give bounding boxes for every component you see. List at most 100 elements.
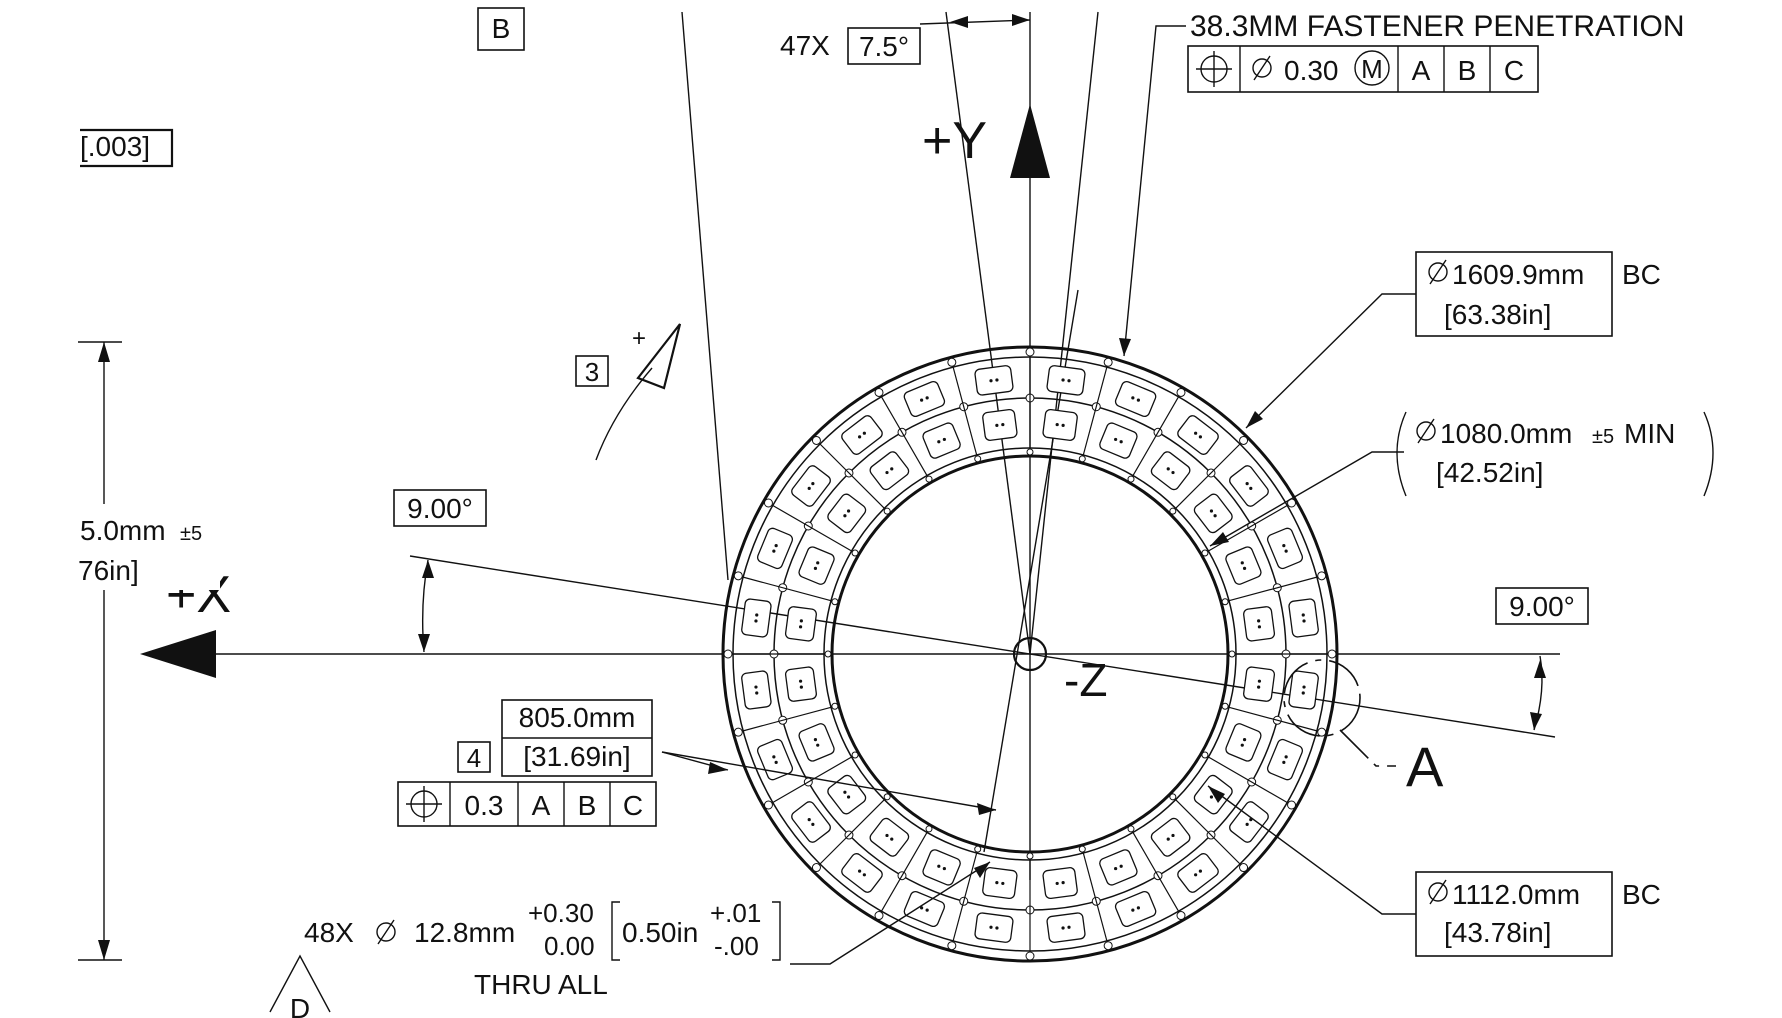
detail-a-label: A [1406,735,1444,798]
ring-inner-hole [851,751,859,759]
rotated-centerline [409,555,1556,738]
ring-tile-dot [1194,873,1198,877]
leftnote-box [80,128,174,168]
holes-tol-up: +0.30 [528,898,594,928]
ring-outer-tile [791,801,831,843]
ring-tile-dot [1166,467,1170,471]
ring-inner-hole [831,702,839,710]
d1080-arrow [1210,532,1229,546]
ring-outer-hole [874,911,884,921]
ring-rib [1175,443,1241,509]
ring-outer-hole [1103,357,1113,367]
ring-tile-dot [1061,423,1065,427]
ring-tile-dot [1301,613,1305,617]
angle-left-box [393,489,487,527]
bc2-leader [1207,785,1416,915]
ring-inner-tile [1225,723,1262,762]
ring-tile-dot [816,743,820,747]
ring-tile-dot [942,437,946,442]
dim805-line [661,751,997,811]
d1080-in: [42.52in] [1436,457,1543,488]
bc1-arrow [1246,411,1263,428]
datum-b-label: B [492,13,511,44]
ring-tile-dot [937,440,941,444]
ring-outer-tile [741,670,772,710]
ring-inner-tile [1150,451,1191,491]
ring-tile-dot [843,514,847,518]
fastener-fcf-b: B [1458,55,1477,86]
ring-tile-dot [890,837,894,841]
spoke-line-1 [681,11,729,581]
ring-tile-dot [1209,509,1214,513]
plus-sign-icon: + [632,325,646,352]
flag3-box [575,355,609,387]
ring-rib [1082,852,1108,942]
ring-tile-dot [1067,379,1071,383]
diameter-icon [1416,418,1436,444]
holes-itol-up: +.01 [710,898,761,928]
ring-tile-dot [1055,881,1059,886]
ring-tile-dot [1213,514,1217,518]
ring-tile-dot [755,613,759,617]
ring-inner-hole [1221,598,1229,606]
holes-itol-dn: -.00 [714,931,759,961]
ring-tile-dot [858,869,862,873]
ring-rib [1175,799,1241,865]
ring-inner-hole [1127,475,1135,483]
angle47-count: 47X [780,30,830,61]
fcf2: 0.3 A B C [397,781,657,827]
left-dim-tol: ±5 [180,523,202,545]
holes-bracket-right [772,901,781,961]
ring-tile-dot [1114,437,1118,442]
ring-outer-tile [1229,465,1269,507]
ring-outer-tile [1046,365,1086,396]
ring-tile-dot [798,679,803,683]
plus-x-arrowhead [140,630,216,678]
d1080-tol: ±5 [1592,426,1614,448]
ring-tile-dot [774,760,778,764]
ring-rib [1228,576,1318,602]
minus-z-label: -Z [1064,654,1107,706]
ring-inner-tile [798,723,835,762]
ring-outer-hole [763,498,773,508]
ring-tile-dot [989,925,993,929]
ring-tile-dot [807,818,811,822]
ring-tile-dot [858,435,862,439]
ring-rib [952,852,978,942]
position-icon [1196,51,1232,87]
angle47-value: 7.5° [859,31,909,62]
ring-tile-dot [1257,685,1261,689]
diameter-icon [376,919,396,945]
ring-tile-dot [1136,906,1140,910]
ring-tile-dot [1245,482,1249,486]
holes-thru: THRU ALL [474,969,608,1000]
ring-inner-hole [1169,507,1177,515]
rotation-arrow-line [595,367,653,461]
ring-inner-hole [1201,751,1209,759]
ring-outer-hole [763,800,773,810]
dim805-arrow-left [708,762,728,774]
ring-inner-tile [1225,546,1262,585]
ring-inner-tile [1099,422,1138,459]
ring-tile-dot [813,738,818,742]
ring-inner-hole [974,845,982,853]
ring-inner-tile [982,408,1018,441]
ring-tile-dot [843,790,847,794]
ring-outer-tile [974,912,1014,943]
bc2-mm: 1112.0mm [1452,879,1580,910]
left-dim-mask [70,504,220,590]
ring-tile-dot [995,926,999,930]
ring-inner-hole [883,507,891,515]
ring-rib [880,396,928,476]
ring-rib [1132,396,1180,476]
ring-inner-hole [925,475,933,483]
ring-inner-tile [869,451,910,491]
holes-tol-dn: 0.00 [544,931,595,961]
ring-tile-dot [1171,833,1175,838]
angle-left-arrows [418,560,434,652]
ring-outer-hole [1103,941,1113,951]
ring-tile-dot [813,566,818,570]
ring-outer-hole [1025,347,1035,357]
dim805-callout: 805.0mm [31.69in] [501,699,997,815]
ring-inner-hole [925,825,933,833]
